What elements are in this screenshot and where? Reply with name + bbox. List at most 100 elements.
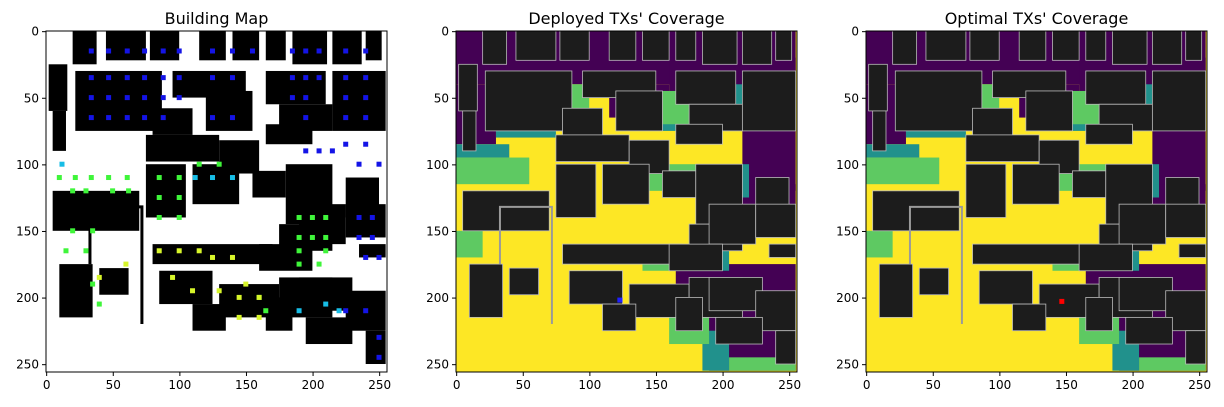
wall-outline [88,205,144,325]
tx-site-yellow [176,248,182,254]
building [1178,243,1207,258]
tx-site-blue [160,75,166,81]
building [359,244,386,258]
y-tick-label: 250 [836,358,859,372]
building [602,303,637,332]
tx-site-blue [176,95,182,101]
tx-site-blue [124,75,130,81]
tx-site-green [309,214,315,220]
y-tick-label: 0 [31,25,39,39]
building [668,243,723,272]
building [1118,277,1173,312]
tx-site-green [126,188,132,194]
building [868,63,888,112]
tx-site-green [90,228,96,234]
building [972,107,1013,136]
tx-site-green [156,195,162,201]
building [559,31,590,61]
tx-site-blue [210,115,216,121]
building [48,64,68,111]
building [72,31,97,65]
tx-site-green [196,161,202,167]
building [332,70,386,131]
building [265,124,313,145]
tx-site-blue [356,214,362,220]
y-tick-label: 50 [844,91,859,105]
building [145,134,220,162]
building [1078,243,1133,272]
tx-site-yellow [236,294,242,300]
building [708,203,757,245]
tx-site-blue [176,75,182,81]
building [978,270,1033,305]
tx-site-cyan [296,308,302,314]
building [925,31,967,61]
tx-site-blue [88,115,94,121]
building [1125,316,1173,345]
tx-site-blue [229,115,235,121]
building [775,330,797,365]
tx-site-green [296,214,302,220]
building [878,263,914,318]
building [1085,31,1107,61]
building [152,244,273,265]
tx-site-blue [303,95,309,101]
x-tick-label: 0 [453,378,461,392]
building [892,31,918,65]
panel-1: Building Map 0 50 100 150 200 250 0 50 100 150 200 2… [16,9,391,392]
building [768,243,797,258]
tx-site-green [296,261,302,267]
tx-site-green [124,175,130,181]
x-tick-label: 50 [926,378,941,392]
building [145,164,186,218]
tx-site-green [296,234,302,240]
tx-site-blue [289,95,295,101]
tx-site-green [88,175,94,181]
building [52,190,140,231]
y-tick-label: 50 [24,91,39,105]
axes-frame [455,30,798,373]
tx-site-blue [88,95,94,101]
building [265,70,326,105]
building [965,134,1040,162]
tx-site-yellow [156,248,162,254]
building [265,297,293,331]
x-tick-label: 50 [106,378,121,392]
tx-site-blue [303,75,309,81]
tx-site-blue [369,234,375,240]
tx-site-cyan [59,161,65,167]
tx-site-green [323,214,329,220]
x-tick-label: 150 [645,378,668,392]
y-tick-label: 0 [851,25,859,39]
building [192,164,240,205]
building [1151,70,1207,132]
tx-site-green [83,188,89,194]
building [615,90,663,132]
tx-site-blue [356,161,362,167]
building [555,134,630,162]
building [775,31,793,61]
building [972,243,1093,265]
tx-site-blue [363,95,369,101]
wall-outline [498,205,553,325]
tx-site-blue [124,95,130,101]
building [1012,303,1047,332]
building [555,163,597,218]
tx-site-blue [369,214,375,220]
x-tick-label: 200 [302,378,325,392]
tx-site-blue [376,334,382,340]
plot-area [46,31,387,372]
tx-site-blue [303,148,309,154]
x-tick-label: 100 [578,378,601,392]
tx-site-blue [343,308,349,314]
building [99,268,129,295]
tx-site-green [70,228,76,234]
building [562,107,603,136]
building [365,330,386,365]
tx-site-yellow [170,274,176,280]
building [515,31,557,61]
building [918,267,949,296]
building [642,31,670,61]
tx-marker [617,297,623,303]
tx-site-yellow [190,288,196,294]
